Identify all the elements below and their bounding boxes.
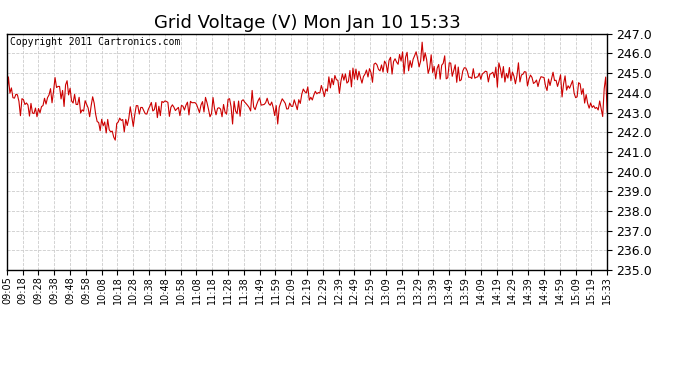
Title: Grid Voltage (V) Mon Jan 10 15:33: Grid Voltage (V) Mon Jan 10 15:33 xyxy=(154,14,460,32)
Text: Copyright 2011 Cartronics.com: Copyright 2011 Cartronics.com xyxy=(10,37,180,47)
